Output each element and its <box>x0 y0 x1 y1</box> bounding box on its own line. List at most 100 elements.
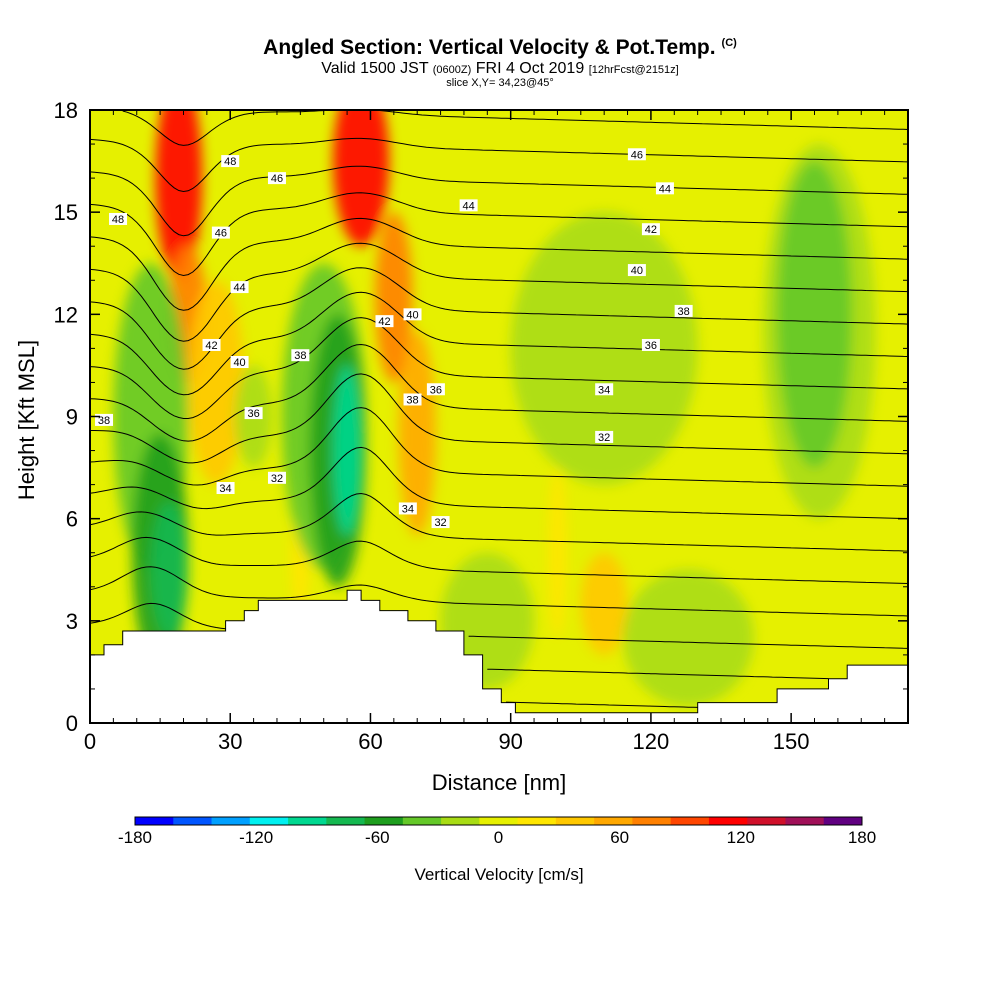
colorbar-swatch <box>594 817 633 825</box>
chart-subtitle: Valid 1500 JST (0600Z) FRI 4 Oct 2019 [1… <box>0 60 1000 78</box>
contour-labels: 48 48 46 46 46 44 44 44 42 42 42 40 40 40 38 38 38 38 36 36… <box>95 148 693 529</box>
isotherm-line <box>90 291 908 396</box>
colorbar-swatch <box>517 817 557 825</box>
velocity-cell <box>580 552 628 655</box>
contour-label-bg <box>375 315 394 328</box>
contour-label: 42 <box>205 340 217 352</box>
colorbar-tick-label: 0 <box>494 828 503 847</box>
contour-label: 46 <box>271 173 283 185</box>
colorbar-tick-label: -180 <box>118 828 152 847</box>
contour-label-bg <box>627 148 646 161</box>
colorbar-swatch <box>708 817 748 825</box>
x-tick-label: 120 <box>633 729 670 754</box>
chart-title: Angled Section: Vertical Velocity & Pot.… <box>0 36 1000 60</box>
x-tick-label: 30 <box>218 729 242 754</box>
contour-label-bg <box>398 502 417 515</box>
colorbar-tick-label: 120 <box>727 828 755 847</box>
x-axis-ticks: 0 30 60 90 120 150 <box>84 110 886 754</box>
contour-label: 42 <box>378 316 390 328</box>
contour-label-bg <box>627 264 646 277</box>
velocity-cell <box>150 501 189 638</box>
isotherm-line <box>90 602 908 649</box>
valid-time: Valid 1500 JST <box>321 60 429 77</box>
contour-label-bg <box>202 338 221 351</box>
isotherm-line <box>90 165 908 237</box>
isotherm-line <box>90 373 908 464</box>
contour-label-bg <box>230 281 249 294</box>
contour-label: 32 <box>434 517 446 529</box>
contour-label-bg <box>267 172 286 185</box>
contour-label-bg <box>403 393 422 406</box>
y-axis-label: Height [Kft MSL] <box>14 340 39 500</box>
velocity-cell <box>333 365 362 536</box>
colorbar-swatch <box>670 817 710 825</box>
contour-label: 38 <box>98 415 110 427</box>
x-tick-label: 90 <box>498 729 522 754</box>
isotherm-line <box>90 446 908 520</box>
velocity-cell <box>375 212 413 383</box>
contour-label-bg <box>674 304 693 317</box>
x-tick-label: 60 <box>358 729 382 754</box>
contour-label: 46 <box>215 228 227 240</box>
velocity-cell <box>548 467 567 638</box>
contour-label: 44 <box>462 200 474 212</box>
contour-label-bg <box>291 349 310 362</box>
chart-title-text: Angled Section: Vertical Velocity & Pot.… <box>263 36 716 59</box>
colorbar-tick-label: -60 <box>365 828 390 847</box>
velocity-field <box>90 110 908 723</box>
colorbar-tick-label: 60 <box>610 828 629 847</box>
isotherm-line <box>90 242 908 342</box>
chart-title-unit: (C) <box>721 37 737 49</box>
contour-label: 38 <box>294 350 306 362</box>
colorbar-swatch <box>479 817 519 825</box>
contour-label: 46 <box>631 149 643 161</box>
colorbar-swatch <box>747 817 786 825</box>
colorbar-swatch <box>823 817 863 825</box>
colorbar-swatch <box>326 817 366 825</box>
isotherm-line <box>90 492 908 552</box>
isotherm-line <box>90 343 908 442</box>
x-tick-label: 0 <box>84 729 96 754</box>
x-tick-label: 150 <box>773 729 810 754</box>
y-tick-label: 15 <box>54 200 78 225</box>
contour-label: 38 <box>678 306 690 318</box>
isotherm-line <box>90 566 908 617</box>
contour-label: 34 <box>402 503 414 515</box>
y-tick-label: 0 <box>66 711 78 736</box>
contour-label: 32 <box>598 432 610 444</box>
contour-label: 40 <box>631 265 643 277</box>
terrain-mask <box>90 589 908 723</box>
contour-label: 36 <box>430 384 442 396</box>
isotherm-line <box>90 317 908 419</box>
contour-label: 38 <box>406 394 418 406</box>
contour-label: 44 <box>233 282 245 294</box>
colorbar-swatch <box>441 817 480 825</box>
contour-label: 34 <box>219 483 231 495</box>
contour-label: 44 <box>659 183 671 195</box>
colorbar-frame <box>134 816 863 826</box>
contour-label-bg <box>595 430 614 443</box>
contour-label: 36 <box>645 340 657 352</box>
contour-label-bg <box>230 356 249 369</box>
colorbar-label: Vertical Velocity [cm/s] <box>414 865 583 884</box>
colorbar-swatch <box>555 817 595 825</box>
isotherm-line <box>90 217 908 311</box>
x-axis-label: Distance [nm] <box>432 770 567 795</box>
colorbar-swatch <box>211 817 251 825</box>
velocity-cell <box>155 110 203 281</box>
colorbar-swatch <box>402 817 442 825</box>
isotherm-line <box>90 267 908 370</box>
contour-label: 36 <box>247 408 259 420</box>
isotherm-line <box>487 668 829 680</box>
contour-label-bg <box>216 482 235 495</box>
contour-label-bg <box>211 226 230 239</box>
velocity-cell <box>398 331 436 536</box>
contour-label-bg <box>267 471 286 484</box>
contour-label-bg <box>641 223 660 236</box>
isotherm-line <box>90 536 908 584</box>
contour-label: 42 <box>645 224 657 236</box>
velocity-cell <box>777 161 852 468</box>
y-tick-label: 12 <box>54 302 78 327</box>
colorbar-tick-label: -120 <box>239 828 273 847</box>
